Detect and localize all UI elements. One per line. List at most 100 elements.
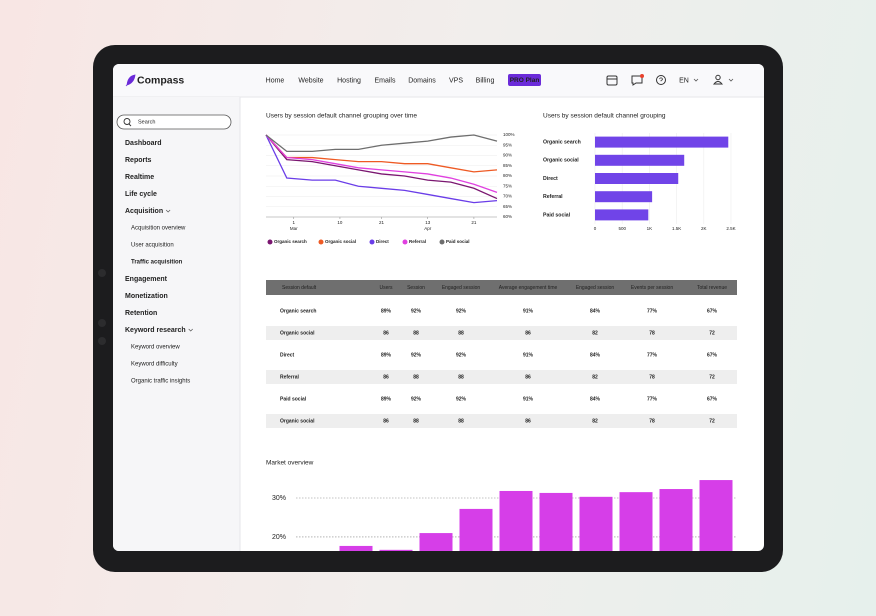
nav-item[interactable]: Home xyxy=(266,77,285,84)
menu-item[interactable]: Engagement xyxy=(125,276,168,283)
legend-label: Paid social xyxy=(446,239,470,244)
bar xyxy=(595,154,685,166)
table-cell: 92% xyxy=(411,352,422,358)
sensor xyxy=(98,319,106,327)
chart-title: Users by session default channel groupin… xyxy=(266,113,417,120)
table-cell: 67% xyxy=(707,308,718,314)
pro-button[interactable] xyxy=(508,74,541,86)
chart-title: Market overview xyxy=(266,460,314,467)
table-cell: Referral xyxy=(280,374,300,380)
y-tick-label: 85% xyxy=(503,163,512,168)
column-header: Events per session xyxy=(631,285,673,291)
legend-marker xyxy=(267,239,273,245)
menu-item[interactable]: Keyword research xyxy=(125,327,186,334)
sensor xyxy=(98,337,106,345)
table-cell: 88 xyxy=(413,374,419,380)
search-placeholder: Search xyxy=(138,119,155,125)
legend-marker xyxy=(439,239,445,245)
x-tick-label: 2K xyxy=(701,226,707,231)
legend-marker xyxy=(369,239,375,245)
table-cell: 77% xyxy=(647,396,658,402)
series-line xyxy=(265,134,498,153)
nav-item[interactable]: Website xyxy=(298,77,323,84)
table-cell: 92% xyxy=(456,308,467,314)
search-icon xyxy=(128,123,132,127)
column-header: Session default xyxy=(282,285,317,291)
table-cell: Organic social xyxy=(280,418,315,424)
table-cell: 91% xyxy=(523,308,534,314)
logo-icon xyxy=(125,74,136,87)
bar xyxy=(595,136,729,148)
user-chevron[interactable] xyxy=(728,78,734,82)
calendar-icon[interactable] xyxy=(606,75,618,86)
user-icon[interactable] xyxy=(715,74,721,81)
submenu-item[interactable]: Acquisition overview xyxy=(131,226,186,232)
bar xyxy=(595,191,653,203)
legend-label: Organic search xyxy=(274,239,307,244)
table-cell: 84% xyxy=(590,352,601,358)
sidebar xyxy=(113,97,240,551)
submenu-item[interactable]: Traffic acquisition xyxy=(131,260,183,266)
menu-chevron xyxy=(165,209,171,213)
menu-item[interactable]: Reports xyxy=(125,157,152,164)
nav-item[interactable]: VPS xyxy=(449,77,463,84)
nav-item[interactable]: Emails xyxy=(374,77,396,84)
submenu-item[interactable]: Keyword difficulty xyxy=(131,362,178,368)
menu-item[interactable]: Monetization xyxy=(125,293,168,300)
table-cell: Organic social xyxy=(280,330,315,336)
column-header: Engaged session xyxy=(576,285,615,291)
user-icon xyxy=(712,81,724,85)
menu-item[interactable]: Acquisition xyxy=(125,208,163,215)
legend-label: Direct xyxy=(376,239,389,244)
search-box[interactable] xyxy=(116,114,232,130)
menu-item[interactable]: Realtime xyxy=(125,174,154,181)
x-tick-label: 1.5K xyxy=(672,226,681,231)
nav-item[interactable]: Billing xyxy=(476,77,495,84)
submenu-item[interactable]: User acquisition xyxy=(131,243,174,249)
table-cell: 78 xyxy=(649,418,655,424)
table-cell: 78 xyxy=(649,374,655,380)
help-icon xyxy=(659,77,663,82)
lang-chevron[interactable] xyxy=(693,78,699,82)
x-tick-label: 21 xyxy=(471,220,477,225)
submenu-item[interactable]: Keyword overview xyxy=(131,345,180,351)
screen: Compass Home Website Hosting Emails Domains VP… xyxy=(113,64,764,551)
y-tick-label: 95% xyxy=(503,142,512,147)
top-nav xyxy=(113,64,764,97)
menu-chevron xyxy=(188,328,193,332)
x-tick-label: 2.5K xyxy=(726,226,735,231)
menu-item[interactable]: Dashboard xyxy=(125,140,162,147)
series-line xyxy=(265,134,498,173)
table-cell: 91% xyxy=(523,396,534,402)
table-cell: Direct xyxy=(280,352,295,358)
x-tick-label: 1K xyxy=(647,226,653,231)
column-header: Session xyxy=(407,285,425,291)
bar xyxy=(595,209,649,221)
table-cell: 78 xyxy=(649,330,655,336)
menu-item[interactable]: Life cycle xyxy=(125,191,157,198)
legend-marker xyxy=(402,239,408,245)
table-cell: 67% xyxy=(707,396,718,402)
y-tick-label: 30% xyxy=(272,495,286,502)
submenu-item[interactable]: Organic traffic insights xyxy=(131,379,190,385)
table-cell: 84% xyxy=(590,396,601,402)
help-icon[interactable] xyxy=(656,75,666,85)
menu-item[interactable]: Retention xyxy=(125,310,157,317)
x-tick-sublabel: Mar xyxy=(290,226,298,231)
table-cell: 82 xyxy=(592,418,598,424)
table-cell: 86 xyxy=(383,418,389,424)
column-header: Average engagement time xyxy=(499,285,558,291)
table-cell: 77% xyxy=(647,308,658,314)
table-cell: 88 xyxy=(458,330,464,336)
table-cell: 89% xyxy=(381,308,392,314)
series-line xyxy=(265,134,498,204)
column-header: Total revenue xyxy=(697,285,727,291)
camera xyxy=(98,269,106,277)
nav-item[interactable]: Hosting xyxy=(337,77,361,84)
table-cell: 82 xyxy=(592,374,598,380)
lang[interactable]: EN xyxy=(679,77,689,84)
nav-item[interactable]: Domains xyxy=(408,77,436,84)
x-tick-label: 21 xyxy=(379,220,385,225)
table-cell: 72 xyxy=(709,374,715,380)
